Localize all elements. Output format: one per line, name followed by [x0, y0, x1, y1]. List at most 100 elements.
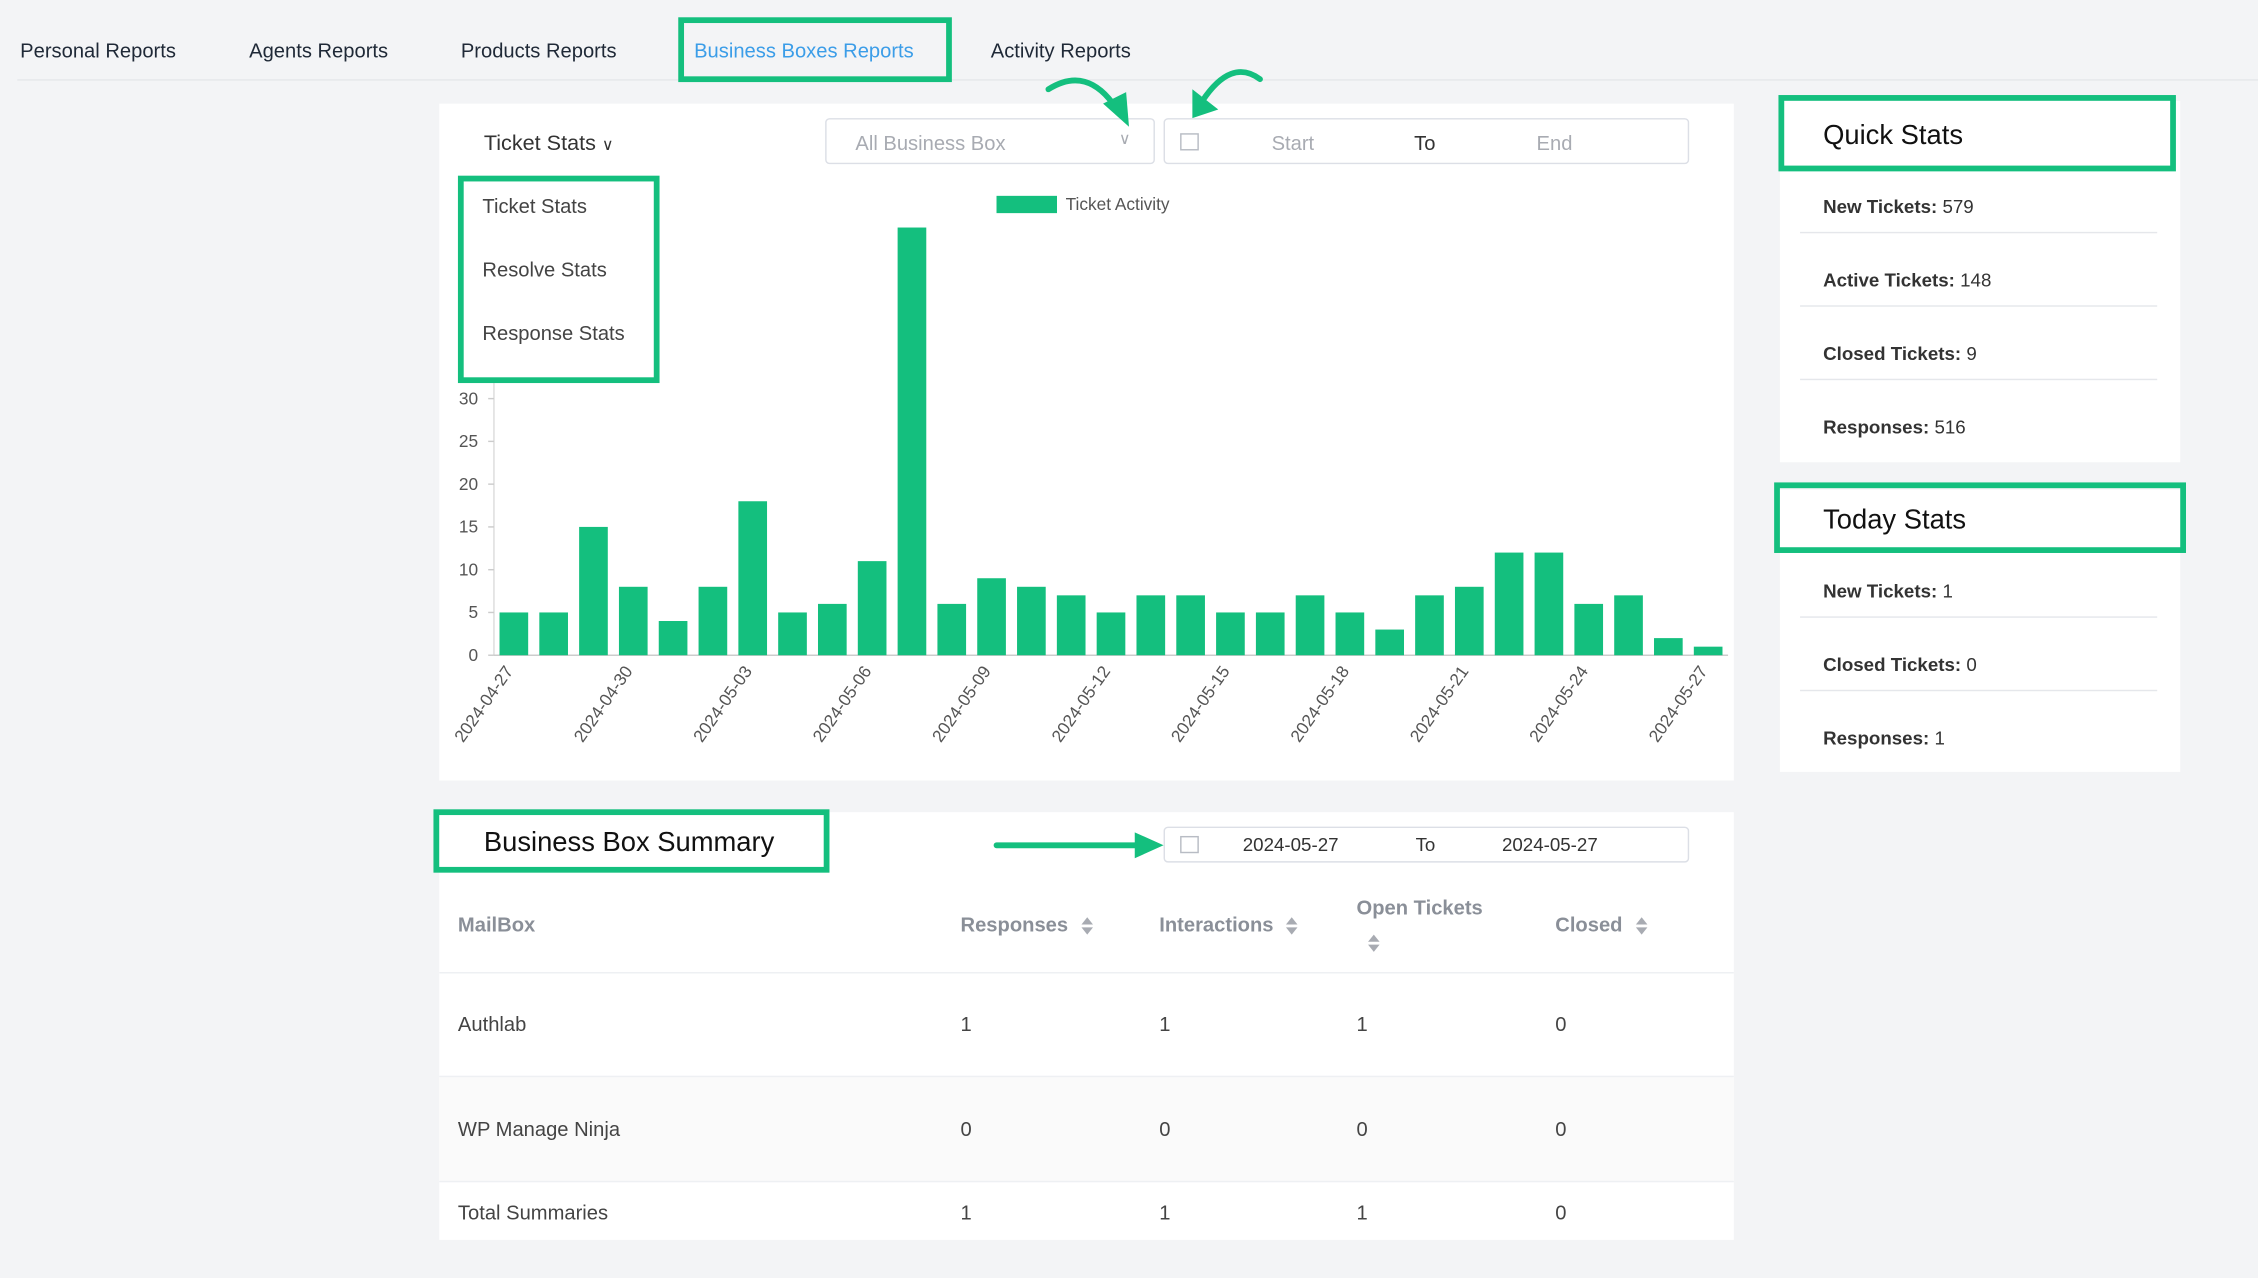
- bar: [1176, 595, 1205, 656]
- row-divider: [439, 1075, 1734, 1078]
- sort-glyph: [1285, 917, 1298, 935]
- y-tick-label: 15: [459, 517, 478, 537]
- y-tick-label: 10: [459, 559, 478, 579]
- bar: [1494, 552, 1524, 656]
- sort-glyph: [1081, 917, 1093, 935]
- stat-label: Responses:: [1823, 416, 1930, 438]
- box-select-placeholder: All Business Box: [855, 131, 1006, 155]
- stat-dropdown: [457, 175, 660, 384]
- column-header[interactable]: Responses: [960, 912, 1069, 937]
- bar: [1693, 646, 1723, 656]
- table-cell: Total Summaries: [457, 1201, 609, 1225]
- stat-label: New Tickets:: [1823, 195, 1938, 218]
- bar: [1415, 595, 1444, 656]
- stat-divider: [1800, 689, 2158, 692]
- column-header[interactable]: Closed: [1555, 912, 1623, 937]
- table-cell: 0: [1555, 1201, 1567, 1225]
- stat-label: Responses:: [1823, 727, 1930, 749]
- date-to: To: [1415, 833, 1436, 856]
- bar: [778, 612, 807, 656]
- stat-value: 9: [1966, 342, 1977, 365]
- quick-stats-card: [1779, 100, 2181, 463]
- legend-label: Ticket Activity: [1066, 194, 1170, 214]
- stat-divider: [1800, 305, 2158, 307]
- table-cell: 1: [1159, 1012, 1171, 1036]
- y-tick-label: 25: [459, 431, 478, 451]
- stat-value: 516: [1934, 416, 1966, 438]
- sort-glyph: [1368, 934, 1380, 952]
- bar: [937, 603, 967, 656]
- calendar-icon: [1180, 133, 1199, 151]
- legend-swatch: [996, 195, 1057, 214]
- bar: [1614, 595, 1643, 656]
- bar: [1216, 612, 1245, 656]
- sort-icon: [1634, 916, 1648, 943]
- table-cell: 1: [960, 1201, 972, 1225]
- today-stats-title: Today Stats: [1823, 505, 1967, 536]
- stat-value: 1: [1942, 580, 1953, 602]
- date-end: End: [1536, 131, 1573, 155]
- today-stats-card: [1779, 489, 2181, 772]
- stat-label: Active Tickets:: [1823, 269, 1955, 291]
- select-caret: ∨: [1118, 131, 1131, 149]
- table-cell: Authlab: [457, 1012, 527, 1036]
- stat-value: 148: [1960, 269, 1992, 291]
- bar: [1096, 612, 1126, 656]
- sort-icon: [1367, 933, 1381, 960]
- bar: [1295, 595, 1325, 656]
- stat-item: Closed Tickets: 9: [1823, 343, 1977, 365]
- summary-date-range[interactable]: [1163, 826, 1690, 863]
- sort-glyph: [1635, 917, 1648, 935]
- bar: [1056, 595, 1086, 656]
- bar: [1136, 595, 1166, 656]
- bar: [1454, 586, 1484, 656]
- summary-title: Business Box Summary: [483, 828, 775, 859]
- date-from: 2024-05-27: [1242, 833, 1339, 856]
- table-cell: 1: [960, 1012, 972, 1036]
- bar: [1017, 586, 1046, 656]
- y-tick-label: 0: [468, 645, 478, 665]
- tab-divider: [17, 79, 2258, 81]
- y-tick-label: 20: [459, 474, 478, 494]
- column-header[interactable]: Open Tickets: [1356, 895, 1483, 919]
- arrowhead: [1103, 92, 1129, 127]
- bar: [738, 501, 768, 656]
- row-stripe: [439, 1077, 1734, 1181]
- box-select[interactable]: [825, 118, 1155, 165]
- arrow: [1045, 77, 1119, 111]
- sort-icon: [1080, 916, 1094, 943]
- bar: [897, 227, 927, 656]
- table-cell: 0: [1555, 1012, 1567, 1036]
- stat-item: Active Tickets: 148: [1823, 269, 1991, 291]
- stat-divider: [1800, 378, 2158, 381]
- column-header[interactable]: Interactions: [1159, 912, 1274, 937]
- bar: [1534, 552, 1564, 656]
- tab[interactable]: Agents Reports: [249, 38, 389, 62]
- table-cell: 1: [1356, 1012, 1368, 1036]
- table-cell: 1: [1159, 1201, 1171, 1225]
- table-cell: 0: [1356, 1117, 1368, 1141]
- stat-label: New Tickets:: [1823, 580, 1938, 602]
- bar: [1654, 638, 1683, 656]
- highlight: [1774, 482, 2186, 553]
- row-divider: [439, 1180, 1734, 1183]
- stat-option[interactable]: Resolve Stats: [482, 257, 607, 281]
- tab[interactable]: Activity Reports: [990, 38, 1131, 62]
- stat-option[interactable]: Response Stats: [482, 321, 625, 345]
- row-divider: [439, 972, 1734, 974]
- highlight: [678, 17, 952, 83]
- calendar-icon: [1180, 835, 1199, 854]
- stat-option[interactable]: Ticket Stats: [482, 194, 588, 218]
- stat-value: 1: [1934, 727, 1945, 749]
- tab[interactable]: Products Reports: [460, 38, 617, 62]
- bar: [618, 586, 648, 656]
- tab[interactable]: Personal Reports: [20, 38, 176, 62]
- stat-selector[interactable]: Ticket Stats ∨: [483, 131, 614, 156]
- tab[interactable]: Business Boxes Reports: [694, 38, 914, 62]
- highlight: [433, 809, 830, 873]
- date-range[interactable]: [1163, 118, 1690, 165]
- stat-divider: [1800, 231, 2158, 234]
- bar: [658, 621, 688, 656]
